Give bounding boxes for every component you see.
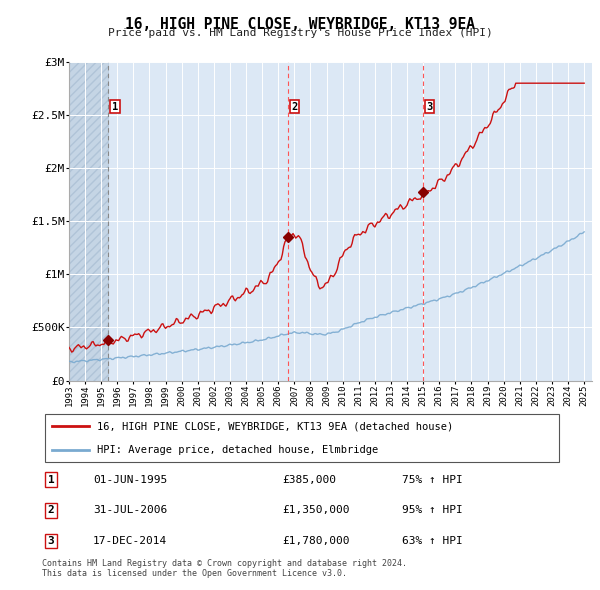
Text: 95% ↑ HPI: 95% ↑ HPI <box>402 506 463 515</box>
Text: This data is licensed under the Open Government Licence v3.0.: This data is licensed under the Open Gov… <box>42 569 347 578</box>
Text: 75% ↑ HPI: 75% ↑ HPI <box>402 475 463 484</box>
Text: 31-JUL-2006: 31-JUL-2006 <box>93 506 167 515</box>
Text: 63% ↑ HPI: 63% ↑ HPI <box>402 536 463 546</box>
FancyBboxPatch shape <box>44 414 559 462</box>
Text: Price paid vs. HM Land Registry's House Price Index (HPI): Price paid vs. HM Land Registry's House … <box>107 28 493 38</box>
Text: 3: 3 <box>47 536 55 546</box>
Bar <box>69 62 108 381</box>
Text: 2: 2 <box>292 101 298 112</box>
Text: 2: 2 <box>47 506 55 515</box>
Text: £385,000: £385,000 <box>282 475 336 484</box>
Bar <box>69 62 108 381</box>
Text: £1,780,000: £1,780,000 <box>282 536 349 546</box>
Text: 01-JUN-1995: 01-JUN-1995 <box>93 475 167 484</box>
Text: HPI: Average price, detached house, Elmbridge: HPI: Average price, detached house, Elmb… <box>97 445 378 455</box>
Text: 1: 1 <box>47 475 55 484</box>
Text: 17-DEC-2014: 17-DEC-2014 <box>93 536 167 546</box>
Text: £1,350,000: £1,350,000 <box>282 506 349 515</box>
Text: 3: 3 <box>427 101 433 112</box>
Text: Contains HM Land Registry data © Crown copyright and database right 2024.: Contains HM Land Registry data © Crown c… <box>42 559 407 568</box>
Text: 16, HIGH PINE CLOSE, WEYBRIDGE, KT13 9EA: 16, HIGH PINE CLOSE, WEYBRIDGE, KT13 9EA <box>125 17 475 31</box>
Text: 1: 1 <box>112 101 118 112</box>
Text: 16, HIGH PINE CLOSE, WEYBRIDGE, KT13 9EA (detached house): 16, HIGH PINE CLOSE, WEYBRIDGE, KT13 9EA… <box>97 421 453 431</box>
